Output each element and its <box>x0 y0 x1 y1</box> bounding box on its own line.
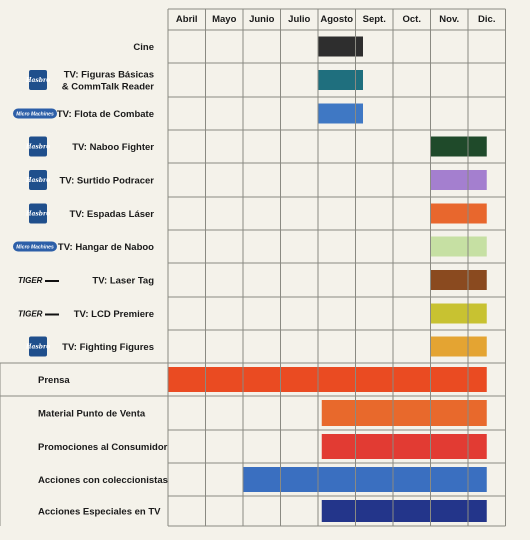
row-label: TV: Flota de Combate <box>57 109 154 120</box>
hasbro-logo: Hasbro <box>25 336 50 357</box>
row-label: Acciones con coleccionistas <box>38 475 168 486</box>
month-label: Julio <box>288 14 310 25</box>
svg-text:Hasbro: Hasbro <box>25 211 50 218</box>
month-label: Oct. <box>403 14 421 25</box>
row-label: Promociones al Consumidor <box>38 442 168 453</box>
svg-text:Hasbro: Hasbro <box>25 177 50 184</box>
row-label: TV: Espadas Láser <box>70 209 155 220</box>
bar-7 <box>430 236 487 257</box>
bar-2 <box>318 70 363 90</box>
svg-text:TIGER: TIGER <box>18 276 43 285</box>
bar-15 <box>321 500 487 522</box>
svg-text:TIGER: TIGER <box>18 310 43 319</box>
row-label: TV: Laser Tag <box>92 276 154 287</box>
row-label: TV: Surtido Podracer <box>60 176 155 187</box>
row-label: Cine <box>133 42 154 53</box>
svg-text:Micro Machines: Micro Machines <box>16 245 54 251</box>
month-label: Sept. <box>363 14 386 25</box>
bar-14 <box>243 467 487 492</box>
month-label: Junio <box>249 14 275 25</box>
hasbro-logo: Hasbro <box>25 203 50 224</box>
bar-1 <box>318 36 363 57</box>
month-header-row: Abril Mayo Junio Julio Agosto Sept. Oct. Nov. Di… <box>176 14 496 25</box>
bar-12 <box>321 400 487 426</box>
svg-text:Hasbro: Hasbro <box>25 77 50 84</box>
row-label: TV: Fighting Figures <box>62 342 154 353</box>
grid <box>0 8 506 527</box>
row-label: & CommTalk Reader <box>62 82 155 93</box>
hasbro-logo: Hasbro <box>25 136 50 157</box>
svg-text:Micro Machines: Micro Machines <box>16 112 54 118</box>
row-label: Acciones Especiales en TV <box>38 507 161 518</box>
month-label: Mayo <box>212 14 236 25</box>
row-label: TV: Hangar de Naboo <box>58 242 154 253</box>
hasbro-logo: Hasbro <box>25 70 50 90</box>
bar-6 <box>430 203 487 224</box>
row-label: TV: Figuras Básicas <box>64 70 154 81</box>
svg-text:Hasbro: Hasbro <box>25 144 50 151</box>
bar-3 <box>318 103 363 124</box>
micromachines-logo: Micro Machines <box>13 108 57 119</box>
row-label: Prensa <box>38 375 70 386</box>
row-label: Material Punto de Venta <box>38 409 146 420</box>
month-label: Abril <box>176 14 198 25</box>
bar-4 <box>430 136 487 157</box>
month-label: Dic. <box>478 14 495 25</box>
tiger-logo: TIGER <box>18 310 59 319</box>
micromachines-logo: Micro Machines <box>13 241 57 252</box>
tiger-logo: TIGER <box>18 276 59 285</box>
bars <box>168 36 487 522</box>
bar-11 <box>168 367 487 392</box>
hasbro-logo: Hasbro <box>25 170 50 190</box>
svg-text:Hasbro: Hasbro <box>25 344 50 351</box>
month-label: Agosto <box>320 14 353 25</box>
month-label: Nov. <box>439 14 459 25</box>
row-label: TV: Naboo Fighter <box>72 142 154 153</box>
row-labels: Cine TV: Figuras Básicas& CommTalk Reader… <box>13 42 168 518</box>
bar-9 <box>430 303 487 324</box>
bar-5 <box>430 170 487 190</box>
bar-13 <box>321 434 487 459</box>
row-label: TV: LCD Premiere <box>74 309 154 320</box>
bar-8 <box>430 270 487 290</box>
bar-10 <box>430 336 487 357</box>
